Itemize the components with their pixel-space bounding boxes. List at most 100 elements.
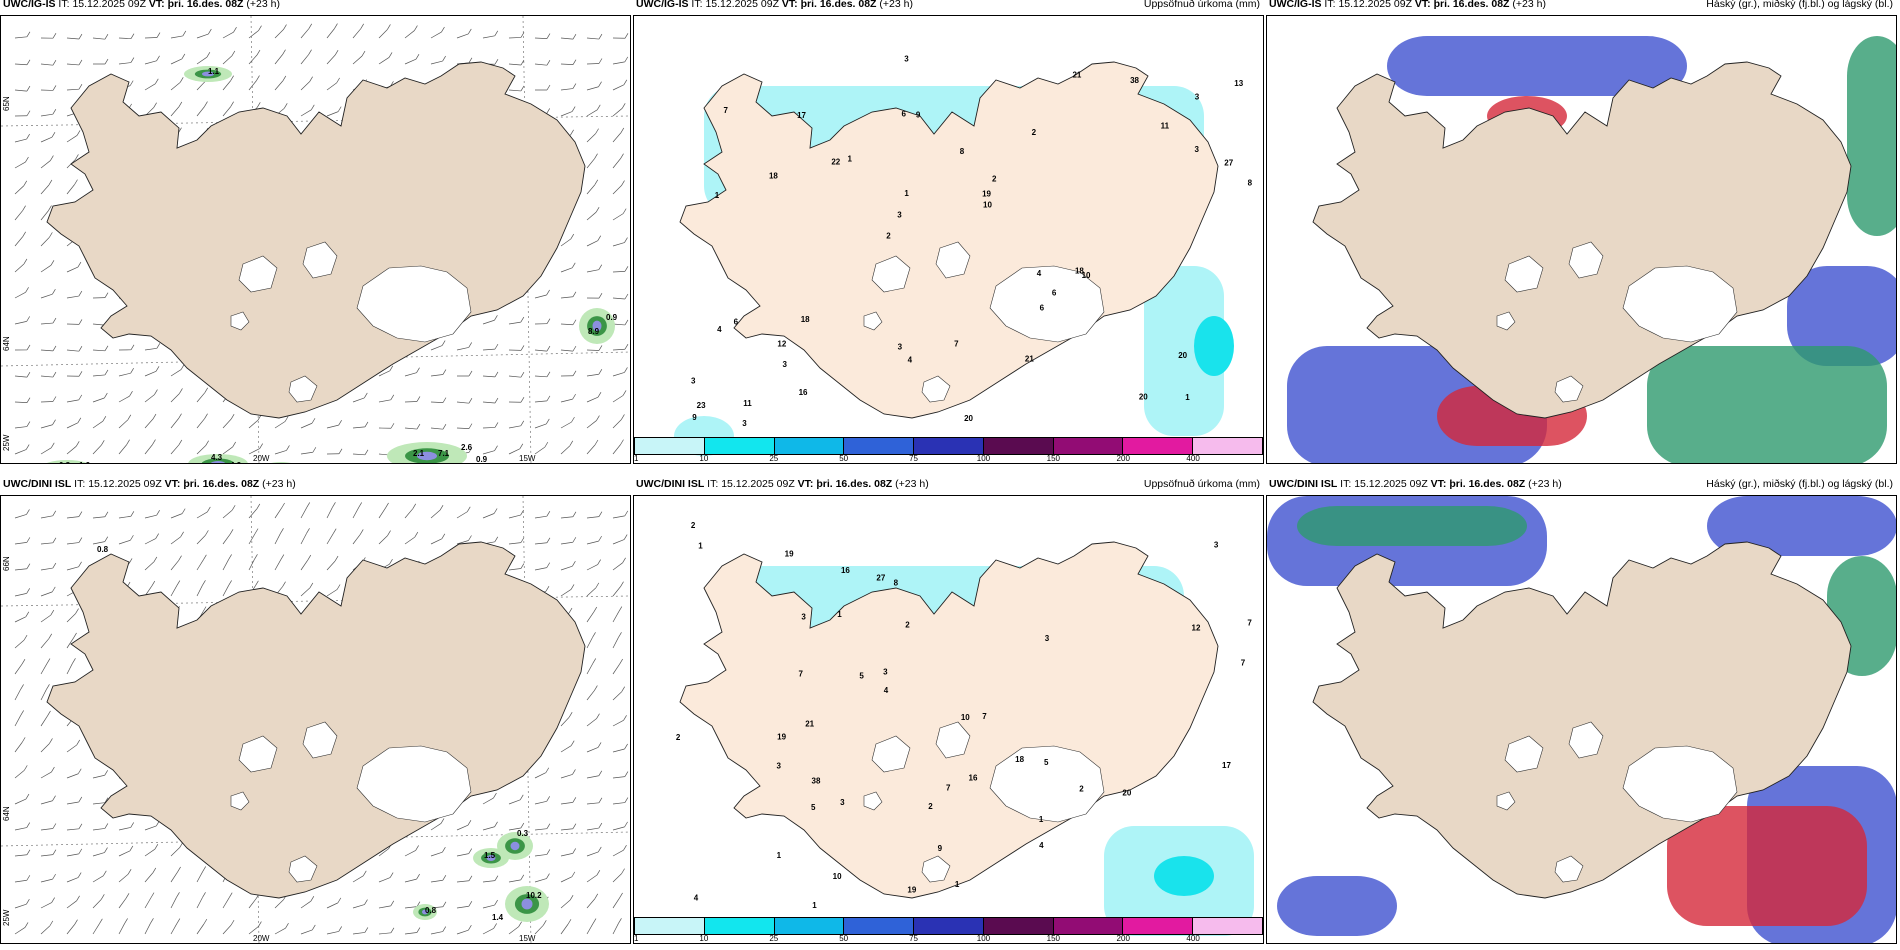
lat-label: 64N xyxy=(2,806,11,821)
colorbar-swatch xyxy=(635,438,705,454)
wind-barb xyxy=(586,611,595,623)
colorbar-swatch xyxy=(844,918,915,934)
wind-barb xyxy=(40,349,53,352)
wind-barb xyxy=(612,691,622,701)
wind-barb xyxy=(196,923,205,935)
precip-map[interactable]: 1132211686133921073843331172118202018202… xyxy=(634,16,1263,463)
precip-map[interactable]: 1223718342571375211379102119163820192718… xyxy=(634,496,1263,943)
wind-barb xyxy=(560,267,573,273)
wind-barb xyxy=(170,560,179,571)
glaciers xyxy=(1496,721,1738,883)
wind-barb xyxy=(378,370,390,377)
glacier xyxy=(1504,735,1544,773)
wind-barb xyxy=(612,348,625,351)
wind-barb xyxy=(222,534,231,545)
wind-barb xyxy=(14,321,27,325)
wind-barb xyxy=(222,924,232,935)
wind-value: 2.6 xyxy=(461,443,473,452)
wind-barb xyxy=(66,566,79,571)
precip-value: 3 xyxy=(904,54,909,63)
wind-barb xyxy=(300,507,308,519)
wind-barb xyxy=(118,37,132,40)
wind-barb xyxy=(222,897,230,909)
cloud-area xyxy=(1387,36,1687,96)
wind-barb xyxy=(560,445,571,455)
glacier xyxy=(1504,255,1544,293)
precip-value: 7 xyxy=(1247,619,1252,628)
cloud-panel-igis: UWC/IG-IS IT: 15.12.2025 09Z VT: þri. 16… xyxy=(1266,0,1897,464)
precip-value: 3 xyxy=(883,668,888,677)
wind-barb xyxy=(14,514,27,519)
wind-speed-shading xyxy=(46,66,615,463)
wind-barb xyxy=(92,37,105,40)
wind-barb xyxy=(92,774,105,779)
glacier xyxy=(921,855,951,883)
wind-barb xyxy=(612,802,625,805)
colorbar-swatch xyxy=(1123,438,1194,454)
vt-value: þri. 16.des. 08Z xyxy=(1433,0,1510,10)
precip-value: 8 xyxy=(894,579,899,588)
colorbar-tick: 50 xyxy=(839,934,849,943)
wind-barb xyxy=(40,63,53,66)
model-name: UWC/DINI ISL xyxy=(636,478,705,490)
wind-barb xyxy=(456,511,468,519)
wind-value: 1.4 xyxy=(492,913,504,922)
wind-barb xyxy=(14,593,27,597)
cloud-map[interactable] xyxy=(1267,496,1896,943)
precip-value: 9 xyxy=(916,111,921,120)
wind-barb xyxy=(144,444,153,455)
wind-barb xyxy=(144,347,157,351)
precip-value: 21 xyxy=(805,719,814,728)
wind-barb xyxy=(586,898,596,909)
precip-value: 8 xyxy=(960,147,965,156)
wind-barb xyxy=(14,138,27,143)
wind-barb xyxy=(326,507,333,519)
wind-barb xyxy=(326,589,338,597)
wind-barb xyxy=(534,772,546,779)
wind-barb xyxy=(40,614,52,623)
wind-barb xyxy=(612,611,620,623)
wind-barb xyxy=(222,31,234,39)
wind-barb xyxy=(430,31,442,39)
wind-map[interactable]: 0.8 1.5 0.3 10.2 1.4 0.8 66N 64N 20W 15W 25W xyxy=(1,496,630,943)
wind-barb xyxy=(430,401,444,403)
cloud-title: Háský (gr.), miðský (fj.bl.) og lágský (… xyxy=(1706,0,1893,10)
wind-barb xyxy=(404,508,414,519)
wind-barb xyxy=(248,419,259,429)
wind-barb xyxy=(352,534,361,545)
glacier xyxy=(871,255,911,293)
wind-barb xyxy=(118,419,129,429)
lon-label: 20W xyxy=(253,454,270,463)
wind-map[interactable]: 1.10.81.24.34.32.17.12.60.90.98.9 65N 64… xyxy=(1,16,630,463)
wind-barb xyxy=(300,559,309,571)
wind-barb xyxy=(326,28,335,39)
precip-value: 13 xyxy=(1234,79,1243,88)
wind-barb xyxy=(560,238,571,247)
wind-barb xyxy=(612,923,619,935)
wind-barb xyxy=(586,690,595,701)
wind-barb xyxy=(586,874,598,883)
wind-barb xyxy=(404,30,415,39)
colorbar-ticks: 1 10 25 50 75 100 150 200 400 xyxy=(634,934,1263,944)
wind-barb xyxy=(508,375,521,378)
model-name: UWC/IG-IS xyxy=(1269,0,1322,10)
wind-barb xyxy=(66,801,79,805)
wind-area xyxy=(46,460,88,463)
wind-barb xyxy=(40,237,50,247)
wind-barb xyxy=(586,587,597,597)
wind-barb xyxy=(534,423,547,429)
lon-label: 25W xyxy=(2,434,11,451)
model-name: UWC/DINI ISL xyxy=(1269,478,1338,490)
wind-barb xyxy=(456,33,469,39)
wind-barb xyxy=(534,828,547,831)
wind-barb xyxy=(66,446,77,455)
precip-value: 3 xyxy=(691,376,696,385)
glacier xyxy=(935,721,971,759)
cloud-map[interactable] xyxy=(1267,16,1896,463)
wind-barb xyxy=(14,542,27,545)
wind-barb xyxy=(14,742,23,753)
lead-time: (+23 h) xyxy=(895,478,929,490)
wind-barb xyxy=(560,421,572,429)
wind-barb xyxy=(612,748,625,753)
wind-barb xyxy=(612,158,621,169)
